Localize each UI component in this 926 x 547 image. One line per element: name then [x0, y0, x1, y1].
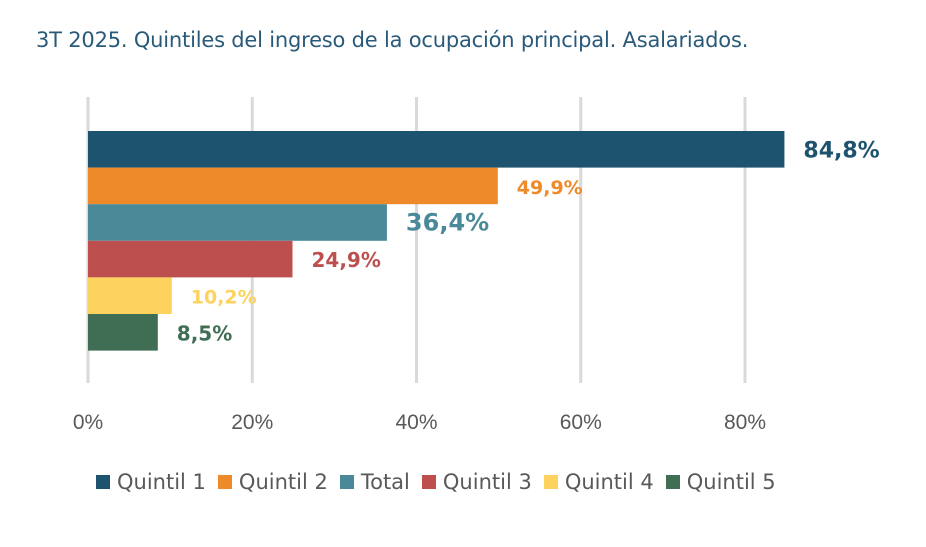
- legend-swatch-icon: [543, 475, 558, 489]
- legend-label: Quintil 1: [117, 470, 206, 494]
- legend: Quintil 1 Quintil 2 Total Quintil 3 Quintil …: [96, 470, 788, 494]
- x-tick-label: 80%: [724, 411, 766, 434]
- chart-title: 3T 2025. Quintiles del ingreso de la ocu…: [36, 28, 749, 52]
- x-tick-label: 60%: [560, 411, 602, 434]
- data-label: 84,8%: [803, 138, 879, 163]
- legend-item: Quintil 1: [96, 470, 206, 494]
- x-tick-label: 20%: [231, 411, 273, 434]
- legend-label: Quintil 3: [442, 470, 532, 494]
- data-label: 10,2%: [191, 287, 257, 309]
- bar-quintil-2: [88, 167, 498, 205]
- legend-swatch-icon: [217, 475, 232, 489]
- legend-item: Total: [339, 470, 410, 494]
- legend-swatch-icon: [96, 475, 110, 489]
- legend-swatch-icon: [665, 475, 680, 489]
- legend-swatch-icon: [421, 475, 436, 489]
- legend-swatch-icon: [339, 475, 354, 489]
- data-label: 8,5%: [177, 321, 232, 345]
- bar-quintil-3: [88, 240, 293, 278]
- legend-item: Quintil 5: [665, 470, 776, 494]
- bar-total: [88, 204, 387, 241]
- legend-label: Quintil 4: [564, 470, 654, 494]
- legend-label: Quintil 5: [686, 470, 776, 494]
- data-label: 36,4%: [406, 209, 489, 237]
- legend-label: Quintil 2: [238, 470, 328, 494]
- x-tick-label: 0%: [73, 411, 103, 434]
- data-label: 49,9%: [517, 177, 583, 199]
- data-label: 24,9%: [311, 248, 380, 272]
- legend-label: Total: [360, 470, 410, 494]
- x-tick-label: 40%: [395, 411, 437, 434]
- legend-item: Quintil 2: [217, 470, 328, 494]
- legend-item: Quintil 3: [421, 470, 532, 494]
- bar-quintil-4: [88, 277, 172, 314]
- legend-item: Quintil 4: [543, 470, 654, 494]
- bar-quintil-5: [88, 314, 158, 351]
- bar-quintil-1: [88, 131, 785, 168]
